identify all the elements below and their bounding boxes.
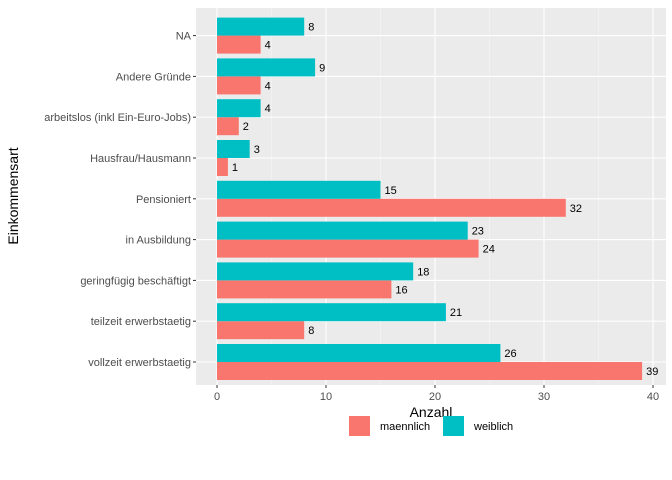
y-tick-label: Andere Gründe: [116, 71, 191, 83]
y-tick-label: vollzeit erwerbstaetig: [88, 357, 191, 369]
y-tick-label: NA: [176, 31, 192, 43]
bar-weiblich: [217, 140, 250, 158]
legend-label-weiblich: weiblich: [473, 421, 513, 433]
bar-value-label: 16: [395, 284, 407, 296]
x-axis: 0 10 20 30 40: [214, 385, 659, 403]
bar-weiblich: [217, 303, 446, 322]
bar-maennlich: [217, 321, 305, 340]
bar-weiblich: [217, 221, 468, 240]
x-tick-label: 40: [647, 391, 659, 403]
x-tick-label: 10: [320, 391, 332, 403]
bar-value-label: 32: [570, 203, 582, 215]
bar-value-label: 2: [243, 121, 249, 133]
x-axis-title: Anzahl: [410, 404, 453, 420]
bar-maennlich: [217, 239, 479, 258]
bar-maennlich: [217, 362, 643, 380]
bar-value-label: 21: [450, 307, 462, 319]
bar-value-label: 4: [265, 80, 271, 92]
x-tick-label: 20: [429, 391, 441, 403]
bar-weiblich: [217, 58, 316, 77]
legend-swatch-maennlich: [349, 416, 370, 436]
bar-value-label: 4: [265, 103, 271, 115]
y-tick-label: arbeitslos (inkl Ein-Euro-Jobs): [44, 112, 191, 124]
bar-value-label: 15: [385, 185, 397, 197]
x-tick-label: 0: [214, 391, 220, 403]
y-tick-label: in Ausbildung: [126, 235, 191, 247]
bar-value-label: 18: [417, 266, 429, 278]
bar-value-label: 1: [232, 162, 238, 174]
bar-maennlich: [217, 198, 566, 217]
legend-label-maennlich: maennlich: [380, 421, 430, 433]
bar-value-label: 24: [483, 244, 495, 256]
bar-value-label: 4: [265, 40, 271, 52]
y-tick-label: geringfügig beschäftigt: [80, 275, 191, 287]
x-tick-label: 30: [538, 391, 550, 403]
y-axis-title: Einkommensart: [5, 147, 21, 244]
bar-maennlich: [217, 117, 239, 136]
y-tick-label: teilzeit erwerbstaetig: [91, 316, 191, 328]
bar-value-label: 23: [472, 226, 484, 238]
legend-swatch-weiblich: [443, 416, 464, 436]
bars: [217, 17, 643, 380]
bar-maennlich: [217, 35, 261, 54]
bar-value-label: 26: [504, 348, 516, 360]
bar-value-label: 3: [254, 144, 260, 156]
bar-maennlich: [217, 158, 228, 176]
bar-weiblich: [217, 17, 305, 36]
bar-weiblich: [217, 262, 414, 281]
bar-value-label: 8: [308, 22, 314, 34]
bar-weiblich: [217, 344, 501, 362]
y-axis: vollzeit erwerbstaetig teilzeit erwerbsta…: [44, 31, 196, 369]
y-tick-label: Hausfrau/Hausmann: [90, 153, 191, 165]
legend: maennlich weiblich: [349, 416, 513, 436]
bar-value-label: 39: [646, 366, 658, 378]
bar-value-label: 9: [319, 62, 325, 74]
bar-weiblich: [217, 180, 381, 199]
bar-maennlich: [217, 280, 392, 299]
y-tick-label: Pensioniert: [136, 194, 191, 206]
bar-value-label: 8: [308, 325, 314, 337]
bar-maennlich: [217, 76, 261, 95]
bar-weiblich: [217, 99, 261, 118]
